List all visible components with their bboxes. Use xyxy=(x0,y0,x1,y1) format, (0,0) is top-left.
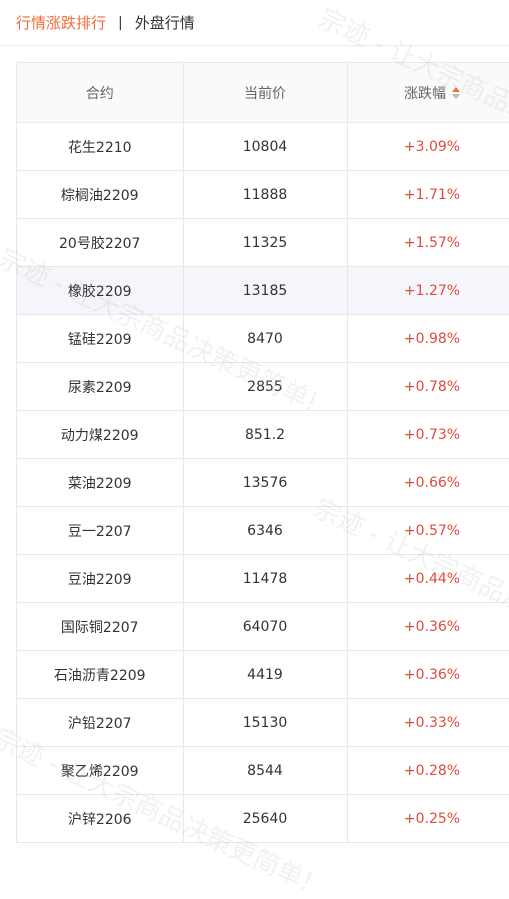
cell-price: 11478 xyxy=(183,554,348,603)
cell-price: 13185 xyxy=(183,266,348,315)
table-row[interactable]: 20号胶2207 11325 +1.57% xyxy=(17,218,509,267)
cell-contract: 豆一2207 xyxy=(17,506,184,555)
cell-change: +0.25% xyxy=(347,794,509,843)
table-row[interactable]: 国际铜2207 64070 +0.36% xyxy=(17,602,509,651)
cell-price: 11325 xyxy=(183,218,348,267)
header-contract-label: 合约 xyxy=(85,85,114,102)
cell-contract: 锰硅2209 xyxy=(17,314,184,363)
header-price-label: 当前价 xyxy=(244,85,286,102)
cell-contract: 国际铜2207 xyxy=(17,602,184,651)
cell-price: 64070 xyxy=(183,602,348,651)
cell-change: +0.78% xyxy=(347,362,509,411)
cell-contract: 棕榈油2209 xyxy=(17,170,184,219)
cell-price: 8470 xyxy=(183,314,348,363)
cell-contract: 橡胶2209 xyxy=(17,266,184,315)
table-row-hovered[interactable]: 橡胶2209 13185 +1.27% xyxy=(17,266,509,315)
cell-contract: 20号胶2207 xyxy=(17,218,184,267)
cell-price: 6346 xyxy=(183,506,348,555)
sort-down-arrow xyxy=(452,93,460,99)
table-row[interactable]: 锰硅2209 8470 +0.98% xyxy=(17,314,509,363)
cell-contract: 尿素2209 xyxy=(17,362,184,411)
cell-contract: 沪铅2207 xyxy=(17,698,184,747)
cell-price: 4419 xyxy=(183,650,348,699)
header-change-label: 涨跌幅 xyxy=(404,85,446,102)
header-price: 当前价 xyxy=(183,63,348,123)
table-row[interactable]: 豆油2209 11478 +0.44% xyxy=(17,554,509,603)
tab-separator: | xyxy=(118,14,123,31)
table-row[interactable]: 沪锌2206 25640 +0.25% xyxy=(17,794,509,843)
cell-price: 15130 xyxy=(183,698,348,747)
cell-contract: 菜油2209 xyxy=(17,458,184,507)
table-body: 花生2210 10804 +3.09% 棕榈油2209 11888 +1.71% 20号… xyxy=(17,122,509,843)
cell-change: +0.44% xyxy=(347,554,509,603)
cell-change: +3.09% xyxy=(347,122,509,171)
table-row[interactable]: 棕榈油2209 11888 +1.71% xyxy=(17,170,509,219)
sort-up-arrow xyxy=(452,86,460,92)
table-row[interactable]: 动力煤2209 851.2 +0.73% xyxy=(17,410,509,459)
cell-change: +0.36% xyxy=(347,650,509,699)
cell-change: +1.71% xyxy=(347,170,509,219)
cell-change: +0.73% xyxy=(347,410,509,459)
cell-change: +0.33% xyxy=(347,698,509,747)
cell-change: +0.36% xyxy=(347,602,509,651)
table-row[interactable]: 菜油2209 13576 +0.66% xyxy=(17,458,509,507)
sort-icon[interactable] xyxy=(452,86,460,99)
cell-change: +0.98% xyxy=(347,314,509,363)
cell-price: 8544 xyxy=(183,746,348,795)
cell-contract: 豆油2209 xyxy=(17,554,184,603)
table-row[interactable]: 聚乙烯2209 8544 +0.28% xyxy=(17,746,509,795)
ranking-table: 合约 当前价 涨跌幅 花生2210 10804 +3.09% 棕榈油2209 1188… xyxy=(16,62,509,843)
cell-contract: 动力煤2209 xyxy=(17,410,184,459)
cell-change: +0.57% xyxy=(347,506,509,555)
cell-change: +1.57% xyxy=(347,218,509,267)
top-tab-bar: 行情涨跌排行 | 外盘行情 xyxy=(0,0,509,46)
cell-price: 2855 xyxy=(183,362,348,411)
table-header-row: 合约 当前价 涨跌幅 xyxy=(17,63,509,123)
table-row[interactable]: 石油沥青2209 4419 +0.36% xyxy=(17,650,509,699)
cell-change: +0.66% xyxy=(347,458,509,507)
cell-price: 25640 xyxy=(183,794,348,843)
table-row[interactable]: 豆一2207 6346 +0.57% xyxy=(17,506,509,555)
header-change-sortable[interactable]: 涨跌幅 xyxy=(347,63,509,123)
cell-price: 10804 xyxy=(183,122,348,171)
cell-change: +0.28% xyxy=(347,746,509,795)
cell-contract: 聚乙烯2209 xyxy=(17,746,184,795)
header-contract: 合约 xyxy=(17,63,184,123)
cell-price: 13576 xyxy=(183,458,348,507)
cell-price: 11888 xyxy=(183,170,348,219)
cell-contract: 花生2210 xyxy=(17,122,184,171)
table-row[interactable]: 花生2210 10804 +3.09% xyxy=(17,122,509,171)
tab-market-ranking[interactable]: 行情涨跌排行 xyxy=(16,14,107,32)
tab-overseas-market[interactable]: 外盘行情 xyxy=(134,14,195,32)
table-row[interactable]: 尿素2209 2855 +0.78% xyxy=(17,362,509,411)
cell-change: +1.27% xyxy=(347,266,509,315)
table-row[interactable]: 沪铅2207 15130 +0.33% xyxy=(17,698,509,747)
cell-contract: 沪锌2206 xyxy=(17,794,184,843)
cell-price: 851.2 xyxy=(183,410,348,459)
cell-contract: 石油沥青2209 xyxy=(17,650,184,699)
